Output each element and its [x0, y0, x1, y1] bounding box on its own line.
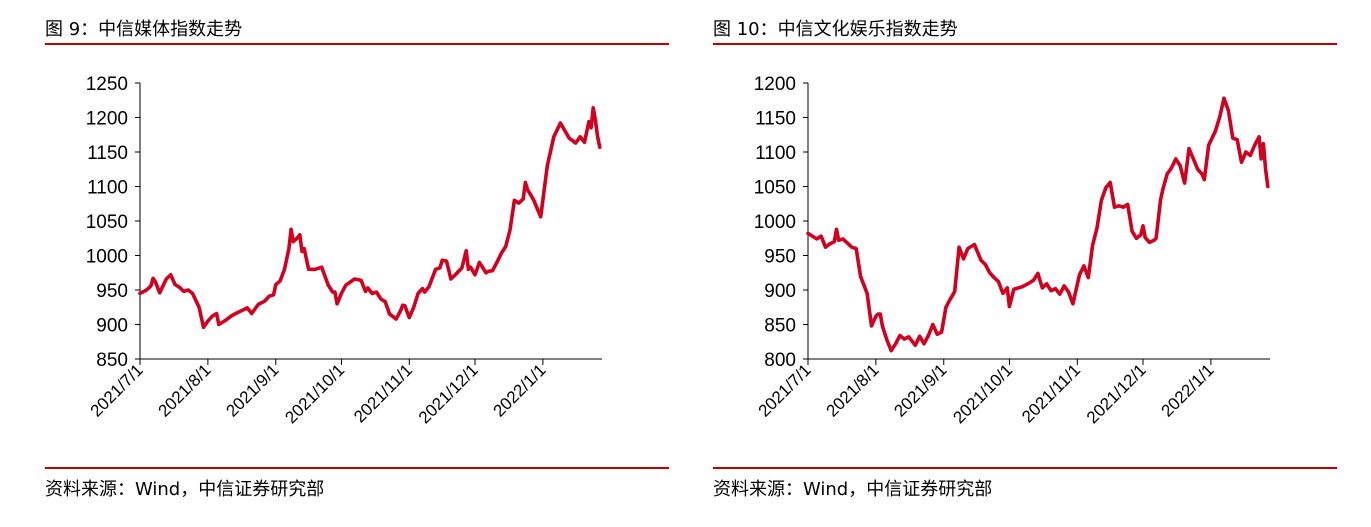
y-tick-label: 1050: [754, 178, 796, 199]
x-tick-label: 2021/8/1: [822, 360, 882, 420]
y-tick-label: 1000: [754, 212, 796, 233]
x-tick-label: 2021/9/1: [890, 360, 950, 420]
figure-10-top-rule: [713, 43, 1337, 45]
x-tick-label: 2021/10/1: [949, 360, 1016, 427]
figure-9-source-note: 资料来源：Wind，中信证券研究部: [45, 479, 325, 500]
x-tick-label: 2021/8/1: [154, 360, 214, 420]
y-tick-label: 1000: [86, 247, 128, 268]
x-tick-label: 2021/9/1: [222, 360, 282, 420]
figure-9-title: 图 9：中信媒体指数走势: [45, 19, 243, 40]
y-tick-label: 1200: [86, 109, 128, 130]
y-tick-label: 850: [96, 350, 128, 371]
y-tick-label: 900: [764, 281, 796, 302]
x-tick-label: 2021/11/1: [1018, 360, 1084, 426]
x-tick-label: 2021/10/1: [281, 360, 348, 427]
y-tick-label: 1100: [87, 178, 128, 199]
x-tick-label: 2021/12/1: [415, 360, 482, 427]
y-tick-label: 1200: [754, 74, 796, 95]
y-tick-label: 900: [96, 316, 128, 337]
y-tick-label: 1100: [755, 143, 796, 164]
figure-10-title: 图 10：中信文化娱乐指数走势: [713, 19, 958, 40]
y-tick-label: 950: [96, 281, 128, 302]
figure-10-source-note: 资料来源：Wind，中信证券研究部: [713, 479, 993, 500]
y-tick-label: 850: [764, 316, 796, 337]
index-series-line: [806, 96, 1270, 353]
x-tick-label: 2022/1/1: [1157, 360, 1217, 420]
figure-9-panel: 图 9：中信媒体指数走势 850 900 950 1000 1050 1100 1150 12…: [45, 0, 669, 527]
index-series-line: [138, 106, 602, 330]
figure-9-top-rule: [45, 43, 669, 45]
y-tick-label: 1150: [87, 143, 128, 164]
x-tick-label: 2022/1/1: [489, 360, 549, 420]
y-tick-label: 950: [764, 247, 796, 268]
culture-entertainment-index-line-chart: 800850900950100010501100115012002021/7/1…: [754, 74, 1270, 427]
y-tick-label: 1050: [86, 212, 128, 233]
media-index-line-chart: 8509009501000105011001150120012502021/7/…: [86, 74, 602, 427]
figure-10-bottom-rule: [713, 467, 1337, 469]
y-tick-label: 1250: [86, 74, 128, 95]
y-tick-label: 800: [764, 350, 796, 371]
y-tick-label: 1150: [755, 109, 796, 130]
figure-10-panel: 图 10：中信文化娱乐指数走势 800 850 900 950 1000 1050 1100…: [713, 0, 1337, 527]
x-tick-label: 2021/12/1: [1083, 360, 1150, 427]
x-tick-label: 2021/11/1: [350, 360, 416, 426]
figure-9-bottom-rule: [45, 467, 669, 469]
